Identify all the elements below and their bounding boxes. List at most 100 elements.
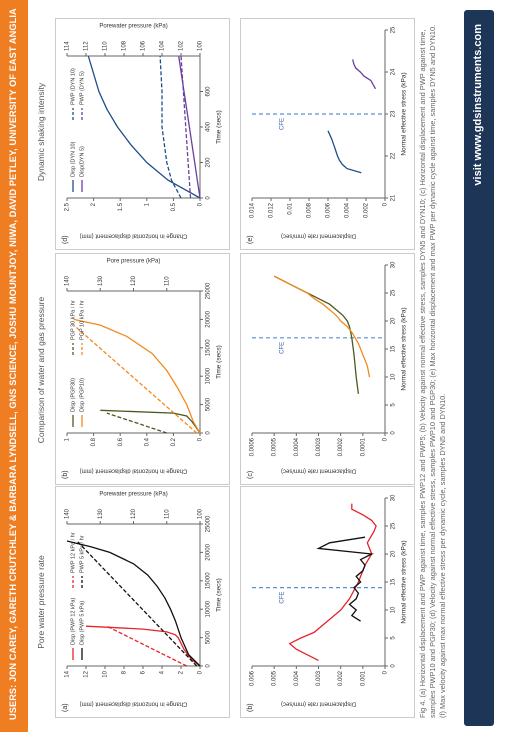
series-line xyxy=(327,130,362,174)
x-tick-label: 20 xyxy=(391,550,397,557)
x-tick-label: 0 xyxy=(206,664,212,668)
y-axis-title: Displacement rate (mm/sec) xyxy=(281,700,356,706)
y2-tick-label: 112 xyxy=(84,41,90,51)
y-tick-label: 0.006 xyxy=(250,670,256,686)
x-tick-label: 25 xyxy=(391,289,397,296)
y-tick-label: 12 xyxy=(84,670,90,677)
panel-label: (c) xyxy=(247,471,254,479)
y-tick-label: 0.0006 xyxy=(250,437,256,456)
y-tick-label: 1 xyxy=(144,202,150,206)
y2-tick-label: 130 xyxy=(98,275,104,286)
x-tick-label: 10000 xyxy=(206,367,212,384)
y2-tick-label: 110 xyxy=(164,276,170,286)
series-line xyxy=(273,275,360,394)
y-tick-label: 0.003 xyxy=(316,670,322,686)
y-tick-label: 4 xyxy=(160,670,166,674)
x-axis-title: Time (secs) xyxy=(216,578,223,612)
y-tick-label: 0.01 xyxy=(288,202,294,214)
x-axis-title: Normal effective stress (kPa) xyxy=(401,307,408,390)
x-axis-title: Normal effective stress (kPa) xyxy=(401,72,408,155)
x-tick-label: 5000 xyxy=(206,630,212,644)
chart: (b) 0 5 10 15 20 25 30 0 0.001 0.002 0.003 0.004 0.00… xyxy=(240,486,415,718)
series-line xyxy=(273,275,371,378)
y2-tick-label: 114 xyxy=(65,41,71,51)
y-tick-label: 6 xyxy=(141,670,147,674)
series-line xyxy=(352,59,377,90)
y2-axis-title: Porewater pressure (kPa) xyxy=(99,492,167,498)
y-axis-title: Displacement rate (mm/sec) xyxy=(281,467,356,473)
y-tick-label: 0 xyxy=(383,202,389,206)
x-tick-label: 0 xyxy=(206,431,212,435)
y-tick-label: 8 xyxy=(122,670,128,674)
y-axis-title: Change in horizontal displacement (mm) xyxy=(80,467,188,473)
y-tick-label: 0.6 xyxy=(118,437,124,446)
y-tick-label: 0 xyxy=(198,670,204,674)
panel-frame xyxy=(55,486,230,718)
chart: (b) 0 5000 10000 15000 20000 25000 0 0.2 0.4 0.6 0.… xyxy=(55,253,230,485)
section-title: Comparison of water and gas pressure xyxy=(36,296,46,444)
panel-label: (b) xyxy=(62,470,69,479)
series-line xyxy=(85,625,201,667)
panel-frame xyxy=(55,253,230,485)
y-tick-label: 0.002 xyxy=(338,670,344,686)
y-tick-label: 0.5 xyxy=(171,202,177,211)
y-tick-label: 14 xyxy=(65,670,71,677)
x-tick-label: 5 xyxy=(391,636,397,640)
section-title: Dynamic shaking intensity xyxy=(36,82,46,182)
series-line xyxy=(288,503,377,661)
x-tick-label: 15 xyxy=(391,578,397,585)
y-tick-label: 0.0005 xyxy=(272,437,278,456)
y-tick-label: 0.004 xyxy=(345,202,351,218)
y-tick-label: 0 xyxy=(198,202,204,206)
series-line xyxy=(73,318,201,434)
series-line xyxy=(66,540,201,667)
y-tick-label: 0.2 xyxy=(171,437,177,446)
y-tick-label: 2.5 xyxy=(65,202,71,211)
x-axis-title: Time (secs) xyxy=(216,345,223,379)
x-tick-label: 5000 xyxy=(206,397,212,411)
y-tick-label: 0.001 xyxy=(360,670,366,686)
x-tick-label: 10 xyxy=(391,373,397,380)
header-band: USERS: JON CAREY, GARETH CRUTCHLEY & BAR… xyxy=(0,0,28,732)
y-tick-label: 0.004 xyxy=(294,670,300,686)
y-axis-title: Displacement rate (mm/sec) xyxy=(281,232,356,238)
y-tick-label: 0 xyxy=(198,437,204,441)
y2-axis-title: Pore pressure (kPa) xyxy=(107,259,161,265)
series-line xyxy=(100,409,201,434)
annotation: CFE xyxy=(280,118,286,130)
y-axis-title: Change in horizontal displacement (mm) xyxy=(80,700,188,706)
y2-tick-label: 106 xyxy=(141,40,147,51)
url[interactable]: visit www.gdsinstruments.com xyxy=(472,24,484,186)
legend-label: Disp (PGP10) xyxy=(79,378,85,412)
y2-tick-label: 100 xyxy=(198,508,204,519)
legend-label: Disp (PGP30) xyxy=(70,378,76,412)
panel-frame xyxy=(240,486,415,718)
y2-tick-label: 102 xyxy=(179,40,185,51)
y-tick-label: 0.014 xyxy=(250,202,256,218)
series-line xyxy=(87,55,201,199)
legend-label: PGP 10 kPa / hr xyxy=(79,300,85,340)
section-title: Pore water pressure rate xyxy=(36,555,46,649)
y-tick-label: 10 xyxy=(103,670,109,677)
x-tick-label: 24 xyxy=(391,68,397,75)
y2-tick-label: 140 xyxy=(65,275,71,286)
chart: (a) 0 5000 10000 15000 20000 25000 0 2 4 6 8 10 12 14 1… xyxy=(55,486,230,718)
x-axis-title: Time (secs) xyxy=(216,110,223,144)
x-axis-title: Normal effective stress (kPa) xyxy=(401,540,408,623)
panel-frame xyxy=(240,253,415,485)
x-tick-label: 5 xyxy=(391,403,397,407)
x-tick-label: 20 xyxy=(391,317,397,324)
users: USERS: JON CAREY, GARETH CRUTCHLEY & BAR… xyxy=(8,8,18,720)
x-tick-label: 15 xyxy=(391,345,397,352)
y-tick-label: 0.0004 xyxy=(294,437,300,456)
x-tick-label: 25000 xyxy=(206,515,212,532)
y2-axis-title: Porewater pressure (kPa) xyxy=(99,24,167,30)
x-tick-label: 21 xyxy=(391,194,397,201)
y2-tick-label: 110 xyxy=(103,41,109,51)
x-tick-label: 15000 xyxy=(206,339,212,356)
y2-tick-label: 130 xyxy=(98,508,104,519)
y-tick-label: 2 xyxy=(179,670,185,674)
footer-band: visit www.gdsinstruments.com xyxy=(464,10,494,726)
x-tick-label: 0 xyxy=(206,196,212,200)
x-tick-label: 15000 xyxy=(206,572,212,589)
